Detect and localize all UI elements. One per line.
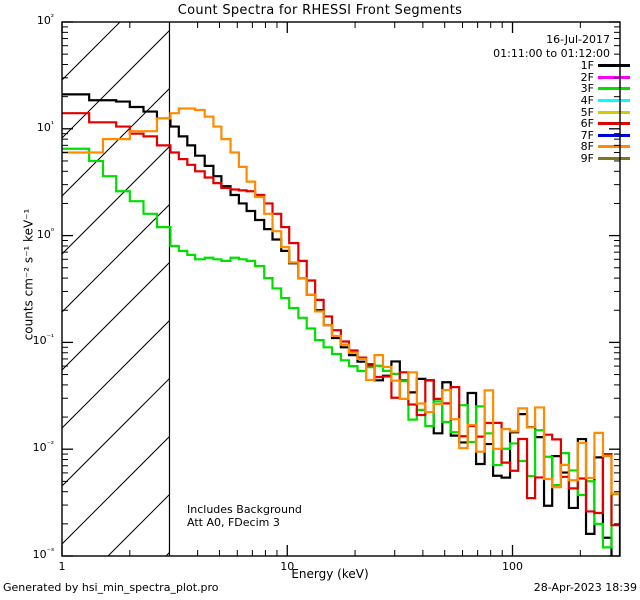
legend-label: 9F — [580, 152, 594, 166]
legend-item-7f: 7F — [556, 130, 630, 142]
legend-color-swatch — [598, 133, 630, 137]
data-series-layer — [62, 93, 620, 556]
annotation-time-range: 01:11:00 to 01:12:00 — [493, 47, 610, 60]
legend-item-5f: 5F — [556, 106, 630, 118]
series-line-8f — [62, 107, 620, 495]
series-line-6f — [62, 112, 620, 527]
plot-note-attenuator: Att A0, FDecim 3 — [187, 516, 280, 529]
legend-label: 2F — [580, 70, 594, 84]
legend-color-swatch — [598, 64, 630, 68]
legend-color-swatch — [598, 99, 630, 103]
legend-item-6f: 6F — [556, 118, 630, 130]
legend-item-8f: 8F — [556, 141, 630, 153]
legend-color-swatch — [598, 110, 630, 114]
legend-label: 5F — [580, 105, 594, 119]
legend-item-1f: 1F — [556, 60, 630, 72]
legend-label: 1F — [580, 59, 594, 73]
x-tick-label-1: 1 — [58, 560, 66, 573]
legend-label: 7F — [580, 128, 594, 142]
legend-item-9f: 9F — [556, 153, 630, 165]
y-tick-label-1: 10¹ — [36, 119, 54, 134]
legend-color-swatch — [598, 157, 630, 161]
legend-color-swatch — [598, 122, 630, 126]
plot-note-includes-background: Includes Background — [187, 503, 302, 516]
legend-label: 6F — [580, 117, 594, 131]
x-tick-label-100: 100 — [502, 560, 524, 573]
footer-timestamp: 28-Apr-2023 18:39 — [533, 581, 637, 594]
y-tick-label-0: 10⁰ — [36, 225, 54, 241]
chart-title: Count Spectra for RHESSI Front Segments — [177, 3, 463, 18]
footer-generator: Generated by hsi_min_spectra_plot.pro — [3, 581, 219, 594]
y-tick-label--2: 10⁻² — [32, 439, 54, 455]
x-axis-label: Energy (keV) — [291, 567, 369, 581]
y-tick-label--1: 10⁻¹ — [32, 332, 54, 348]
legend-item-3f: 3F — [556, 83, 630, 95]
series-line-1f — [62, 93, 620, 556]
legend-label: 3F — [580, 82, 594, 96]
legend-color-swatch — [598, 87, 630, 91]
legend-label: 4F — [580, 94, 594, 108]
legend-color-swatch — [598, 145, 630, 149]
legend-item-4f: 4F — [556, 95, 630, 107]
annotation-date: 16-Jul-2017 — [546, 33, 610, 46]
legend-label: 8F — [580, 140, 594, 154]
x-tick-label-10: 10 — [280, 560, 295, 573]
y-tick-label--3: 10⁻³ — [32, 546, 54, 561]
y-tick-label-2: 10² — [36, 12, 54, 27]
